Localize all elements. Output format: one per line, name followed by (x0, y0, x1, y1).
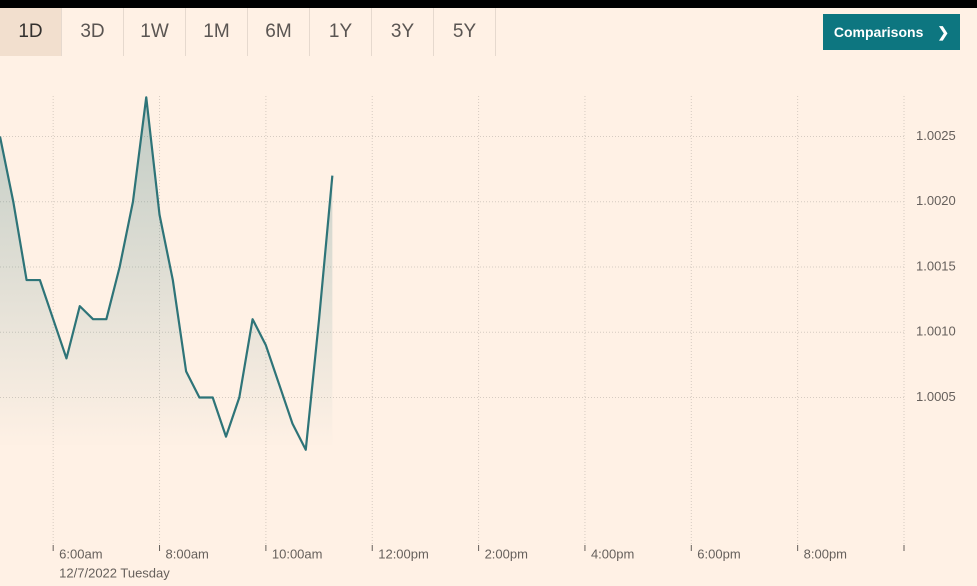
range-tab[interactable]: 5Y (434, 8, 496, 56)
range-tab[interactable]: 6M (248, 8, 310, 56)
x-tick-label: 12:00pm (378, 546, 429, 561)
line (0, 96, 334, 451)
x-tick-label: 8:00am (166, 546, 209, 561)
top-bar (0, 0, 977, 8)
y-tick-label: 1.0010 (916, 324, 956, 339)
button-label: Comparisons (833, 24, 924, 40)
range-tab[interactable]: 1D (0, 8, 62, 56)
range-tab[interactable]: 1Y (310, 8, 372, 56)
x-tick-label: 6:00am (59, 546, 102, 561)
y-tick-label: 1.0015 (916, 258, 956, 273)
area (0, 97, 333, 450)
x-tick-label: 10:00am (272, 546, 323, 561)
x-tick-label: 2:00pm (485, 546, 528, 561)
range-tab[interactable]: 3Y (372, 8, 434, 56)
tab-bar: 1D 3D 1W 1M 6M 1Y 3Y 5Y (0, 8, 496, 56)
x-tick-label: 4:00pm (591, 546, 634, 561)
date-label: 12/7/2022 Tuesday (59, 565, 170, 580)
comparisons-button[interactable]: Comparisons ❯ (823, 14, 960, 50)
x-tick-label: 6:00pm (697, 546, 740, 561)
button-icon: ❯ (937, 23, 950, 40)
y-tick-label: 1.0025 (916, 128, 956, 143)
range-tab[interactable]: 1W (124, 8, 186, 56)
range-tab[interactable]: 3D (62, 8, 124, 56)
y-tick-label: 1.0005 (916, 389, 956, 404)
y-tick-label: 1.0020 (916, 193, 956, 208)
x-tick-label: 8:00pm (804, 546, 847, 561)
range-tab[interactable]: 1M (186, 8, 248, 56)
